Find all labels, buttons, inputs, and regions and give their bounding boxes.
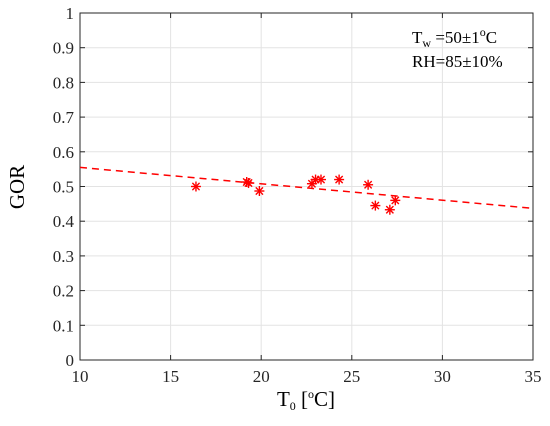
data-point [384, 204, 395, 215]
x-tick-label: 20 [253, 367, 270, 386]
y-tick-label: 0.3 [53, 247, 74, 266]
y-tick-label: 0.9 [53, 39, 74, 58]
axis-ticks [79, 12, 534, 361]
data-point [390, 195, 401, 206]
data-point [363, 179, 374, 190]
x-tick-label: 25 [343, 367, 360, 386]
data-points [190, 174, 401, 215]
x-tick-label: 10 [72, 367, 89, 386]
y-tick-label: 0.6 [53, 143, 74, 162]
data-point [190, 181, 201, 192]
data-point [315, 174, 326, 185]
data-point [243, 178, 254, 189]
y-tick-label: 0.1 [53, 316, 74, 335]
data-point [254, 186, 265, 197]
x-axis-title: T0 [oC] [277, 387, 335, 413]
x-tick-label: 30 [434, 367, 451, 386]
y-axis-title: GOR [5, 165, 29, 209]
y-tick-label: 0.4 [53, 212, 75, 231]
data-point [334, 174, 345, 185]
y-tick-labels: 0 0.1 0.2 0.3 0.4 0.5 0.6 0.7 0.8 0.9 1 [53, 4, 75, 370]
annotation-humidity: RH=85±10% [412, 52, 503, 71]
y-tick-label: 0.5 [53, 178, 74, 197]
trendline [79, 166, 534, 210]
data-point [370, 200, 381, 211]
y-tick-label: 1 [66, 4, 75, 23]
x-tick-label: 15 [162, 367, 179, 386]
y-tick-label: 0 [66, 351, 75, 370]
y-tick-label: 0.8 [53, 73, 74, 92]
y-tick-label: 0.2 [53, 282, 74, 301]
annotation-temperature: Tw =50±1oC [412, 25, 497, 50]
x-tick-label: 35 [525, 367, 542, 386]
y-tick-label: 0.7 [53, 108, 75, 127]
x-tick-labels: 10 15 20 25 30 35 [72, 367, 542, 386]
